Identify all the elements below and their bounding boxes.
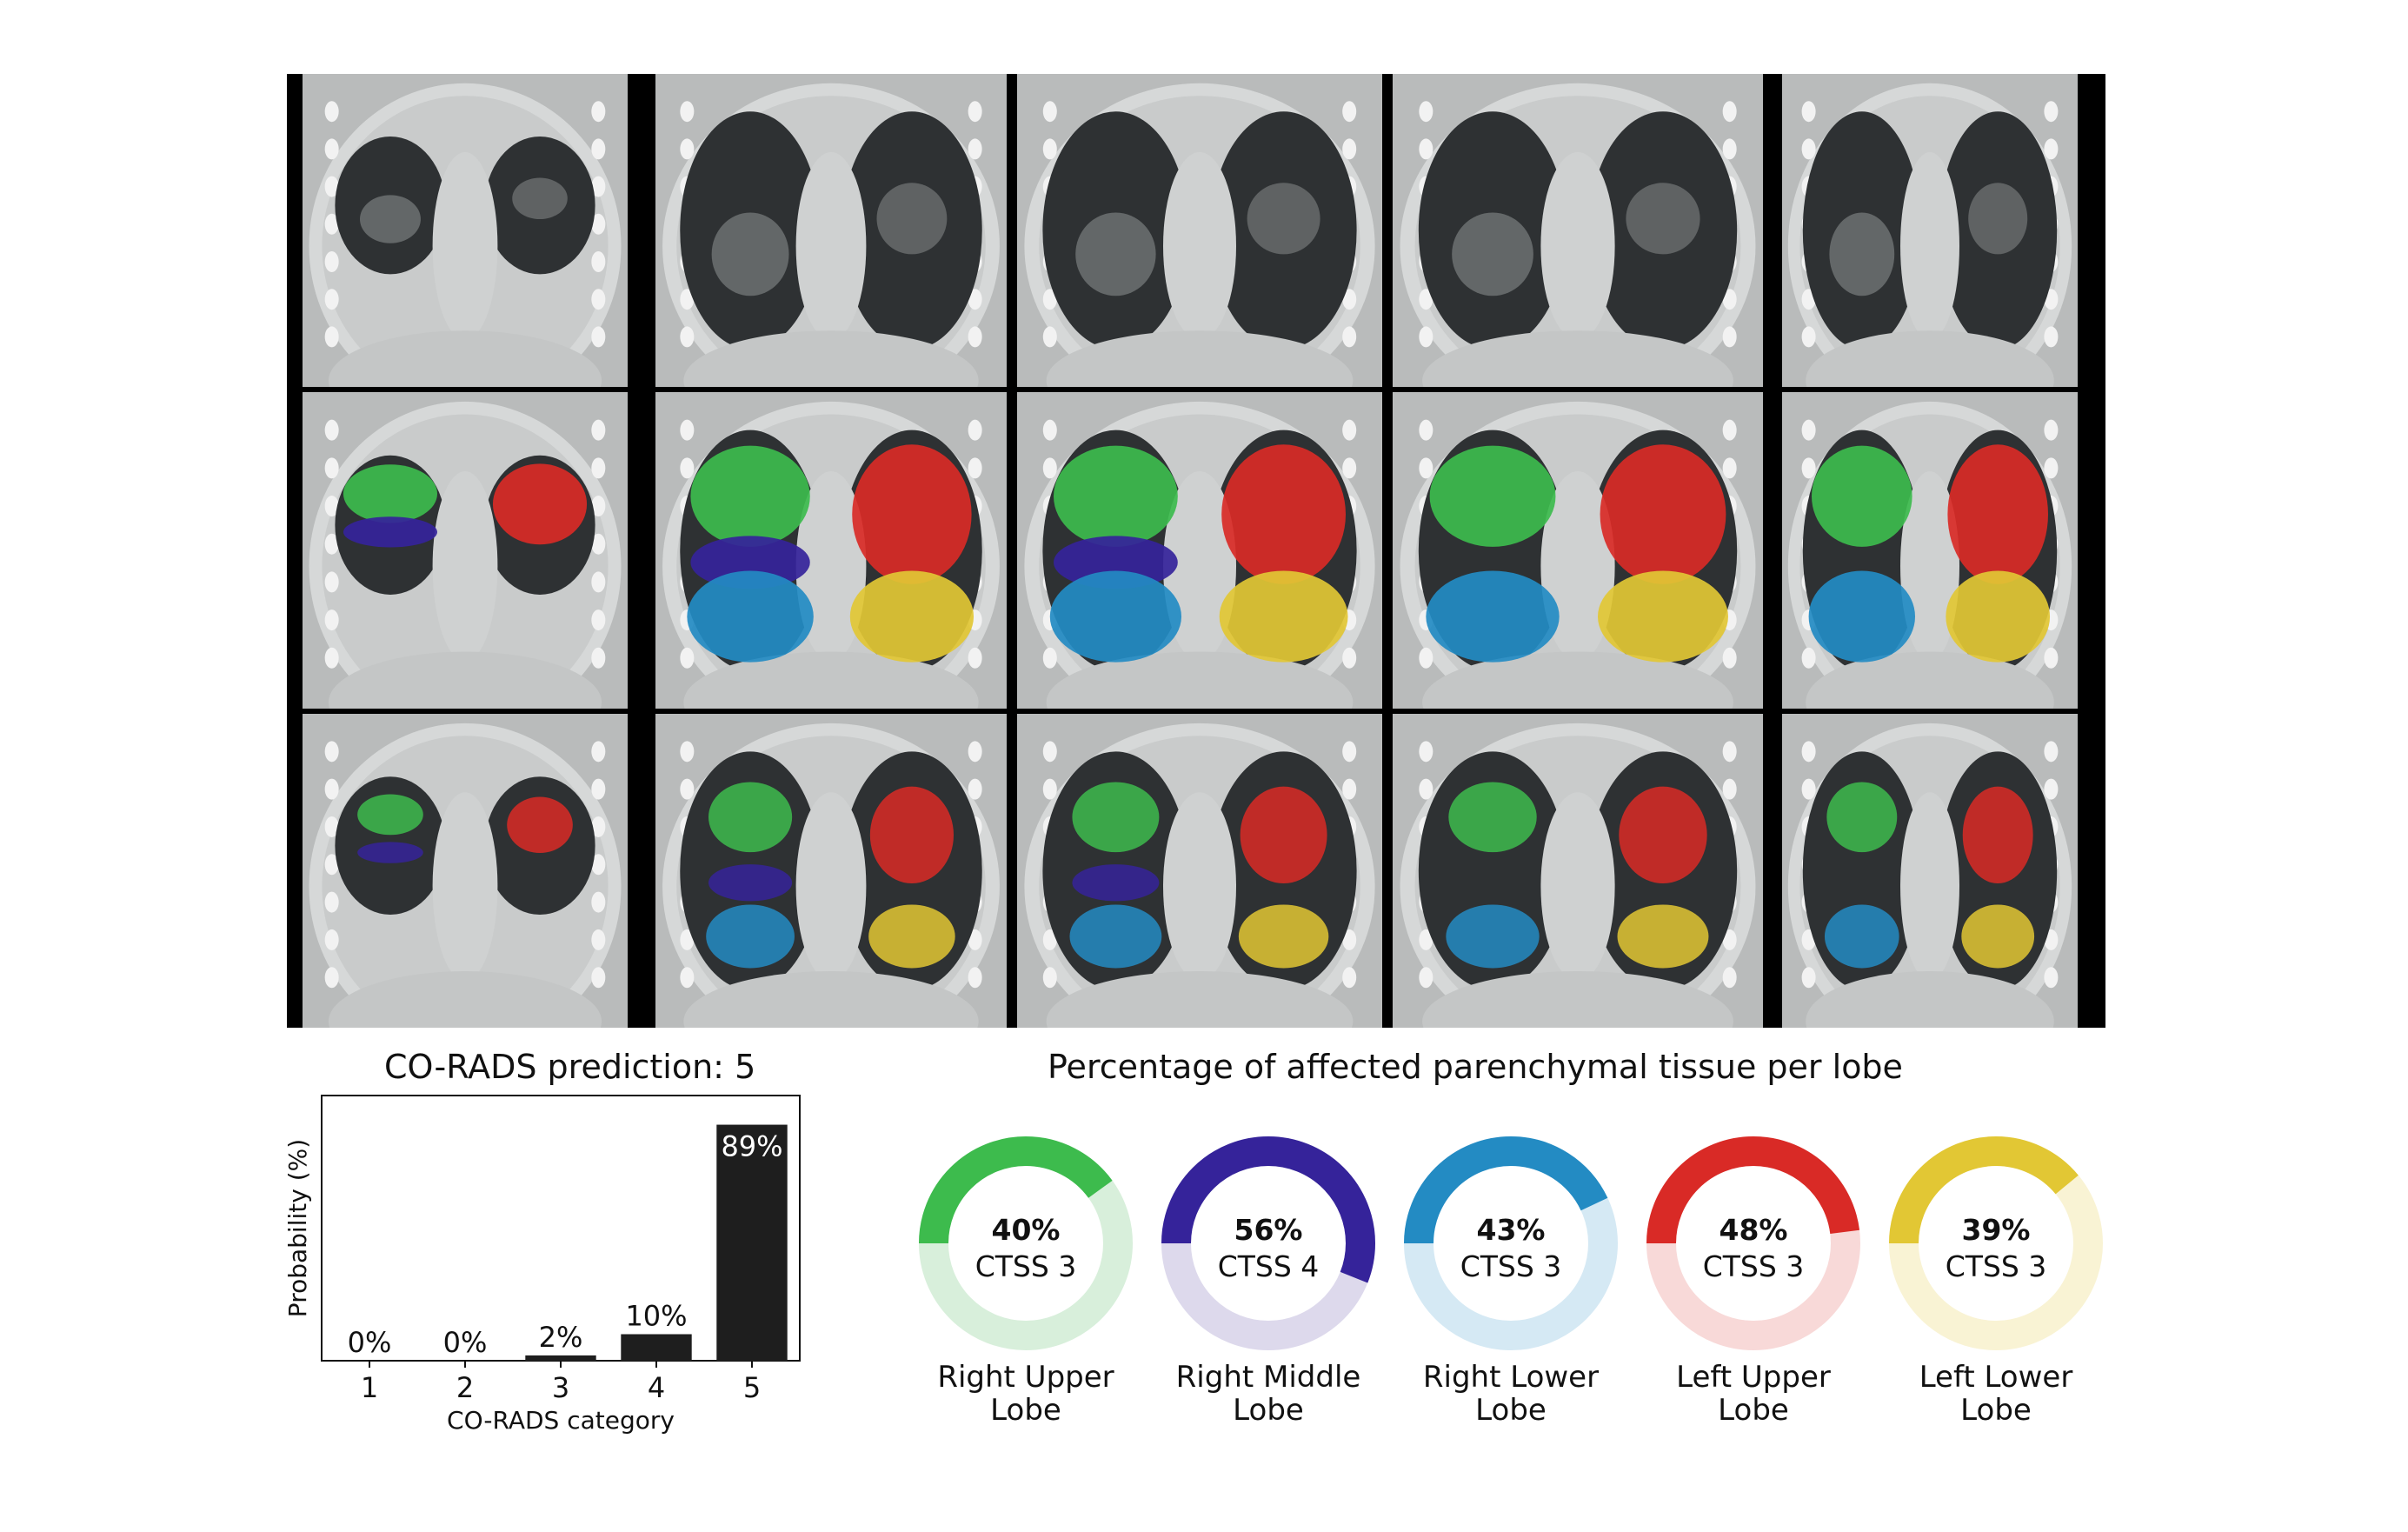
lobe-name-line: Lobe: [990, 1393, 1061, 1428]
donut-percent-label: 48%: [1720, 1213, 1788, 1247]
lobe-segmentation-tile: [1393, 392, 1763, 709]
donut-affected-arc: [1404, 1136, 1618, 1350]
bar-value-label: 10%: [625, 1300, 687, 1333]
ct-slice-image: [1782, 74, 2078, 387]
lobe-name-label: Left Lower Lobe: [1857, 1361, 2135, 1427]
bar-value-label: 89%: [721, 1130, 782, 1163]
ct-image-grid: [287, 74, 2105, 1028]
bar-value-label: 0%: [348, 1326, 392, 1359]
lesion-segmentation-tile: [655, 714, 1007, 1028]
ct-slice-image: [655, 392, 1007, 709]
ct-scan-tile: [1782, 74, 2078, 387]
bar-5: [716, 1124, 788, 1361]
lobe-name-line: Lobe: [1960, 1393, 2032, 1428]
donut-chart: 43%CTSS 3: [1404, 1136, 1618, 1350]
x-axis-label: CO-RADS category: [447, 1406, 675, 1435]
donut-ctss-label: CTSS 4: [1218, 1249, 1320, 1283]
ct-slice-image: [303, 714, 628, 1028]
bar-value-label: 0%: [443, 1326, 488, 1359]
lobe-name-line: Right Upper: [937, 1360, 1114, 1395]
lobe-name-line: Lobe: [1233, 1393, 1304, 1428]
donut-ctss-label: CTSS 3: [1703, 1249, 1805, 1283]
lesion-segmentation-tile: [1782, 714, 2078, 1028]
ct-slice-image: [655, 714, 1007, 1028]
x-tick-label: 3: [552, 1371, 569, 1404]
lobe-name-line: Left Lower: [1919, 1360, 2073, 1395]
lobe-name-line: Lobe: [1475, 1393, 1547, 1428]
ct-slice-image: [303, 74, 628, 387]
ct-scan-tile: [303, 74, 628, 387]
donut-ctss-label: CTSS 3: [1460, 1249, 1562, 1283]
ct-slice-image: [303, 392, 628, 709]
donut-affected-arc: [1889, 1136, 2103, 1350]
lobe-name-label: Left Upper Lobe: [1614, 1361, 1892, 1427]
ct-scan-tile: [1393, 74, 1763, 387]
ct-slice-image: [1393, 714, 1763, 1028]
bar-3: [525, 1355, 596, 1361]
lobe-name-line: Lobe: [1718, 1393, 1789, 1428]
lesion-segmentation-tile: [1017, 714, 1382, 1028]
donut-percent-label: 56%: [1234, 1213, 1303, 1247]
ct-slice-image: [1393, 74, 1763, 387]
ct-slice-image: [1782, 392, 2078, 709]
lobe-name-label: Right Upper Lobe: [887, 1361, 1165, 1427]
lobe-name-label: Right Lower Lobe: [1372, 1361, 1650, 1427]
lobe-name-line: Right Lower: [1422, 1360, 1600, 1395]
donut-section-title: Percentage of affected parenchymal tissu…: [1048, 1048, 1903, 1086]
ct-scan-tile: [1017, 74, 1382, 387]
x-tick-label: 1: [361, 1371, 378, 1404]
donut-percent-label: 43%: [1477, 1213, 1546, 1247]
donut-chart: 40%CTSS 3: [919, 1136, 1133, 1350]
lobe-segmentation-tile: [303, 392, 628, 709]
x-tick-label: 5: [743, 1371, 761, 1404]
donut-affected-arc: [919, 1136, 1133, 1350]
donut-percent-label: 39%: [1962, 1213, 2031, 1247]
ct-slice-image: [1782, 714, 2078, 1028]
bar-chart: 0%10%22%310%489%5CO-RADS categoryProbabi…: [283, 1095, 801, 1435]
lobe-name-line: Right Middle: [1175, 1360, 1361, 1395]
ct-slice-image: [1393, 392, 1763, 709]
donut-chart: 48%CTSS 3: [1646, 1136, 1860, 1350]
bar-4: [621, 1334, 692, 1361]
ct-slice-image: [1017, 74, 1382, 387]
donut-ctss-label: CTSS 3: [975, 1249, 1077, 1283]
lobe-name-line: Left Upper: [1676, 1360, 1831, 1395]
bar-value-label: 2%: [539, 1321, 583, 1354]
lesion-segmentation-tile: [303, 714, 628, 1028]
donut-ctss-label: CTSS 3: [1946, 1249, 2047, 1283]
lesion-segmentation-tile: [1393, 714, 1763, 1028]
lobe-segmentation-tile: [655, 392, 1007, 709]
donut-affected-arc: [1646, 1136, 1860, 1350]
lobe-segmentation-tile: [1782, 392, 2078, 709]
ct-slice-image: [1017, 392, 1382, 709]
donut-percent-label: 40%: [992, 1213, 1061, 1247]
lobe-segmentation-tile: [1017, 392, 1382, 709]
bar-chart-title: CO-RADS prediction: 5: [384, 1048, 756, 1086]
y-axis-label: Probability (%): [283, 1139, 312, 1317]
ct-slice-image: [655, 74, 1007, 387]
donut-affected-arc: [1161, 1136, 1375, 1350]
x-tick-label: 4: [648, 1371, 665, 1404]
x-tick-label: 2: [456, 1371, 474, 1404]
ct-scan-tile: [655, 74, 1007, 387]
lobe-name-label: Right Middle Lobe: [1129, 1361, 1407, 1427]
donut-chart: 39%CTSS 3: [1889, 1136, 2103, 1350]
donut-chart: 56%CTSS 4: [1161, 1136, 1375, 1350]
ct-slice-image: [1017, 714, 1382, 1028]
